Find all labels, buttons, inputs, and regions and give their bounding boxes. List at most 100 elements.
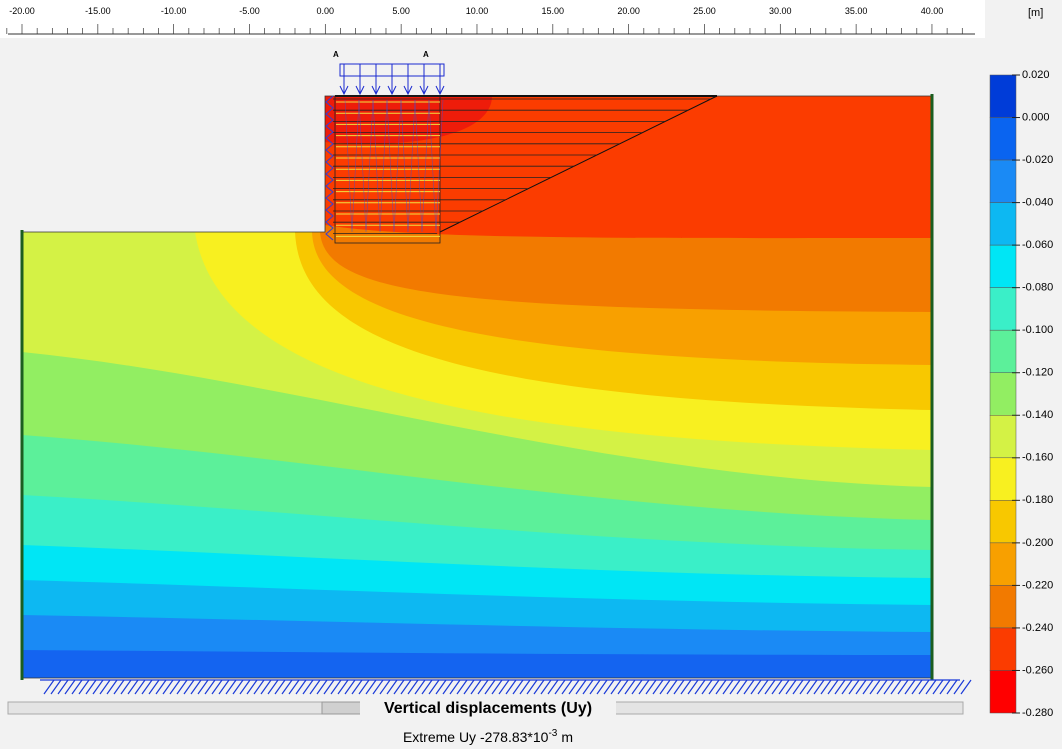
hatch (407, 679, 419, 695)
load-arrow (355, 64, 365, 96)
hatch (799, 679, 811, 695)
legend-label: -0.080 (1022, 282, 1053, 294)
hatch (911, 679, 923, 695)
legend-swatch (989, 585, 1017, 629)
hatch (708, 679, 720, 695)
hatch (764, 679, 776, 695)
hatch (876, 679, 888, 695)
hatch (806, 679, 818, 695)
ruler-label: 35.00 (845, 6, 868, 16)
hatch (526, 679, 538, 695)
ruler-label: -10.00 (161, 6, 187, 16)
legend-label: -0.020 (1022, 154, 1053, 166)
hatch (169, 679, 181, 695)
hatch (267, 679, 279, 695)
load-label: A (423, 50, 429, 59)
load-arrow (339, 64, 349, 96)
hatch (358, 679, 370, 695)
hatch (533, 679, 545, 695)
hatch (624, 679, 636, 695)
block-pattern (386, 99, 402, 233)
hatch (960, 679, 972, 695)
hatch (120, 679, 132, 695)
hatch (260, 679, 272, 695)
extreme-exponent: -3 (548, 728, 557, 739)
ruler-label: 5.00 (392, 6, 410, 16)
hatch (309, 679, 321, 695)
hatch (890, 679, 902, 695)
hatch (918, 679, 930, 695)
hatch (372, 679, 384, 695)
legend-label: -0.060 (1022, 239, 1053, 251)
ruler-label: 25.00 (693, 6, 716, 16)
hatch (337, 679, 349, 695)
hatch (50, 679, 62, 695)
block-pattern (414, 99, 430, 233)
hatch (715, 679, 727, 695)
legend-label: -0.220 (1022, 579, 1053, 591)
plot-title: Vertical displacements (Uy) (384, 700, 592, 717)
hatch (85, 679, 97, 695)
legend-label: -0.200 (1022, 537, 1053, 549)
hatch (869, 679, 881, 695)
hatch (827, 679, 839, 695)
ruler-label: 15.00 (542, 6, 565, 16)
hatch (953, 679, 965, 695)
legend-swatch (989, 415, 1017, 459)
hatch (946, 679, 958, 695)
legend-swatch (989, 202, 1017, 246)
hatch (932, 679, 944, 695)
load-arrow (419, 64, 429, 96)
hatch (589, 679, 601, 695)
legend: 0.020 0.000 -0.020 -0.040 -0.060 -0.080 -0.100… (989, 69, 1053, 719)
legend-swatch (989, 329, 1017, 373)
contour-band (325, 96, 492, 144)
hatch (722, 679, 734, 695)
hatch (610, 679, 622, 695)
hatch (113, 679, 125, 695)
block-pattern (400, 99, 416, 233)
hatch (442, 679, 454, 695)
slope-line (439, 95, 718, 233)
hatch (197, 679, 209, 695)
ruler-label: 10.00 (466, 6, 489, 16)
legend-swatch (989, 372, 1017, 416)
hatch (484, 679, 496, 695)
legend-label: 0.000 (1022, 111, 1050, 123)
hatch (295, 679, 307, 695)
bottom-fixity (40, 679, 972, 695)
hatch (883, 679, 895, 695)
hatch (785, 679, 797, 695)
hatch (813, 679, 825, 695)
hatch (603, 679, 615, 695)
load-arrow (371, 64, 381, 96)
hatch (176, 679, 188, 695)
legend-swatch (989, 287, 1017, 331)
hatch (575, 679, 587, 695)
hatch (778, 679, 790, 695)
hatch (673, 679, 685, 695)
hatch (757, 679, 769, 695)
hatch (428, 679, 440, 695)
ruler-label: -15.00 (85, 6, 111, 16)
ruler-label: 20.00 (617, 6, 640, 16)
hatch (435, 679, 447, 695)
title-bg (360, 697, 616, 719)
hatch (288, 679, 300, 695)
hatch (743, 679, 755, 695)
legend-swatch (989, 500, 1017, 544)
hatch (218, 679, 230, 695)
hatch (281, 679, 293, 695)
hatch (162, 679, 174, 695)
hatch (155, 679, 167, 695)
load-arrow (403, 64, 413, 96)
hatch (939, 679, 951, 695)
hatch (99, 679, 111, 695)
hatch (148, 679, 160, 695)
block-pattern (428, 99, 444, 233)
hatch (183, 679, 195, 695)
hatch (92, 679, 104, 695)
legend-label: -0.120 (1022, 367, 1053, 379)
hatch (470, 679, 482, 695)
scrollbar-thumb[interactable] (321, 701, 363, 715)
